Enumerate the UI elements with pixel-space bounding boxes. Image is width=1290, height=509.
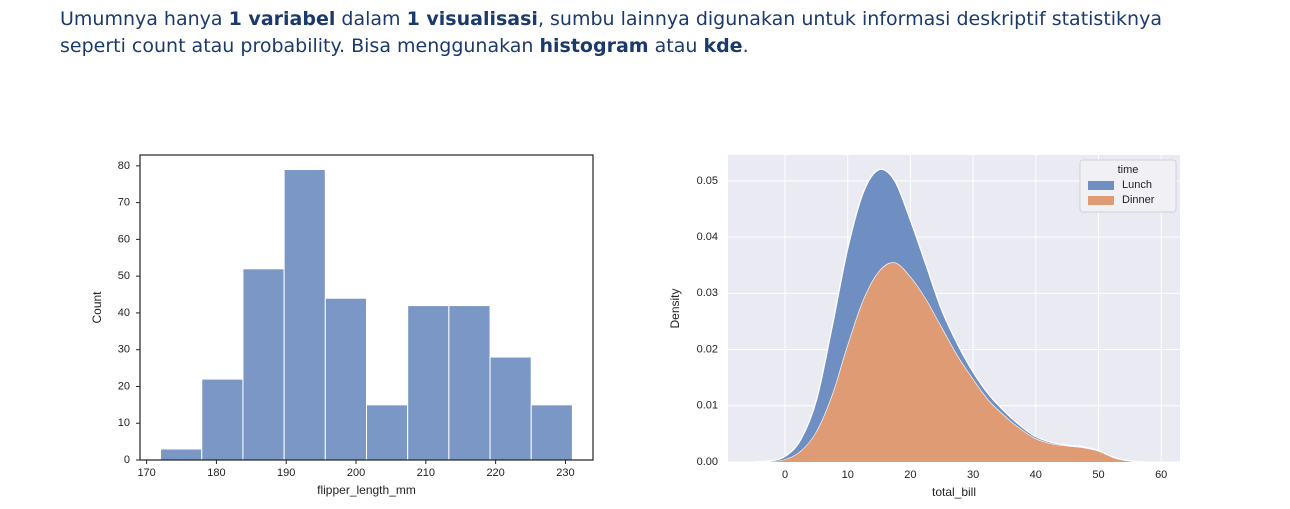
- bar: [530, 404, 573, 461]
- x-axis-label: total_bill: [932, 485, 976, 499]
- bar: [324, 297, 367, 461]
- bar: [201, 378, 244, 461]
- density-area: [753, 262, 1146, 462]
- y-tick-label: 0.02: [697, 343, 718, 355]
- y-tick-label: 0: [124, 454, 130, 466]
- plot-frame: [139, 154, 594, 461]
- text: dalam: [335, 8, 407, 30]
- bar: [242, 268, 285, 461]
- x-tick-label: 210: [417, 467, 435, 479]
- y-tick-label: 50: [118, 270, 130, 282]
- y-tick-label: 10: [118, 417, 130, 429]
- x-tick-label: 230: [556, 467, 574, 479]
- description: Umumnya hanya 1 variabel dalam 1 visuali…: [60, 6, 1162, 60]
- bold-text: 1 variabel: [228, 8, 336, 30]
- x-tick-label: 40: [1030, 469, 1042, 481]
- y-tick-label: 0.05: [697, 175, 718, 187]
- legend-label: Dinner: [1122, 194, 1155, 206]
- y-axis-label: Density: [668, 288, 682, 328]
- text: atau: [648, 35, 704, 57]
- bar: [160, 448, 203, 461]
- text: .: [742, 35, 749, 57]
- x-tick-label: 200: [347, 467, 365, 479]
- y-tick-label: 0.00: [697, 456, 718, 468]
- y-tick-label: 40: [118, 307, 130, 319]
- x-tick-label: 190: [277, 467, 295, 479]
- y-tick-label: 80: [118, 160, 130, 172]
- y-tick-label: 0.01: [697, 400, 718, 412]
- x-tick-label: 30: [967, 469, 979, 481]
- text: seperti count atau probability. Bisa men…: [60, 35, 540, 57]
- bold-text: histogram: [539, 35, 649, 57]
- x-tick-label: 180: [207, 467, 225, 479]
- bar: [407, 305, 450, 461]
- x-axis-label: flipper_length_mm: [317, 483, 416, 497]
- text: Umumnya hanya: [60, 8, 229, 30]
- y-tick-label: 20: [118, 380, 130, 392]
- bold-text: kde: [703, 35, 743, 57]
- y-tick-label: 70: [118, 197, 130, 209]
- text-line: seperti count atau probability. Bisa men…: [60, 33, 1162, 60]
- x-tick-label: 50: [1092, 469, 1104, 481]
- legend-label: Lunch: [1122, 179, 1152, 191]
- x-tick-label: 10: [842, 469, 854, 481]
- legend-swatch: [1088, 181, 1114, 190]
- bar: [448, 305, 491, 461]
- text: , sumbu lainnya digunakan untuk informas…: [537, 8, 1162, 30]
- x-tick-label: 20: [904, 469, 916, 481]
- x-tick-label: 220: [486, 467, 504, 479]
- bold-text: 1 visualisasi: [406, 8, 538, 30]
- bar: [489, 356, 532, 461]
- y-tick-label: 0.03: [697, 287, 718, 299]
- bar: [283, 169, 326, 461]
- legend-title: time: [1118, 164, 1139, 176]
- x-tick-label: 0: [782, 469, 788, 481]
- density-edge: [753, 168, 1146, 463]
- legend-swatch: [1088, 196, 1114, 205]
- x-tick-label: 60: [1155, 469, 1167, 481]
- y-axis-label: Count: [90, 291, 104, 324]
- y-tick-label: 0.04: [697, 231, 718, 243]
- y-tick-label: 30: [118, 344, 130, 356]
- text-line: Umumnya hanya 1 variabel dalam 1 visuali…: [60, 6, 1162, 33]
- y-tick-label: 60: [118, 233, 130, 245]
- density-area: [753, 169, 1146, 462]
- x-tick-label: 170: [137, 467, 155, 479]
- bar: [366, 404, 409, 461]
